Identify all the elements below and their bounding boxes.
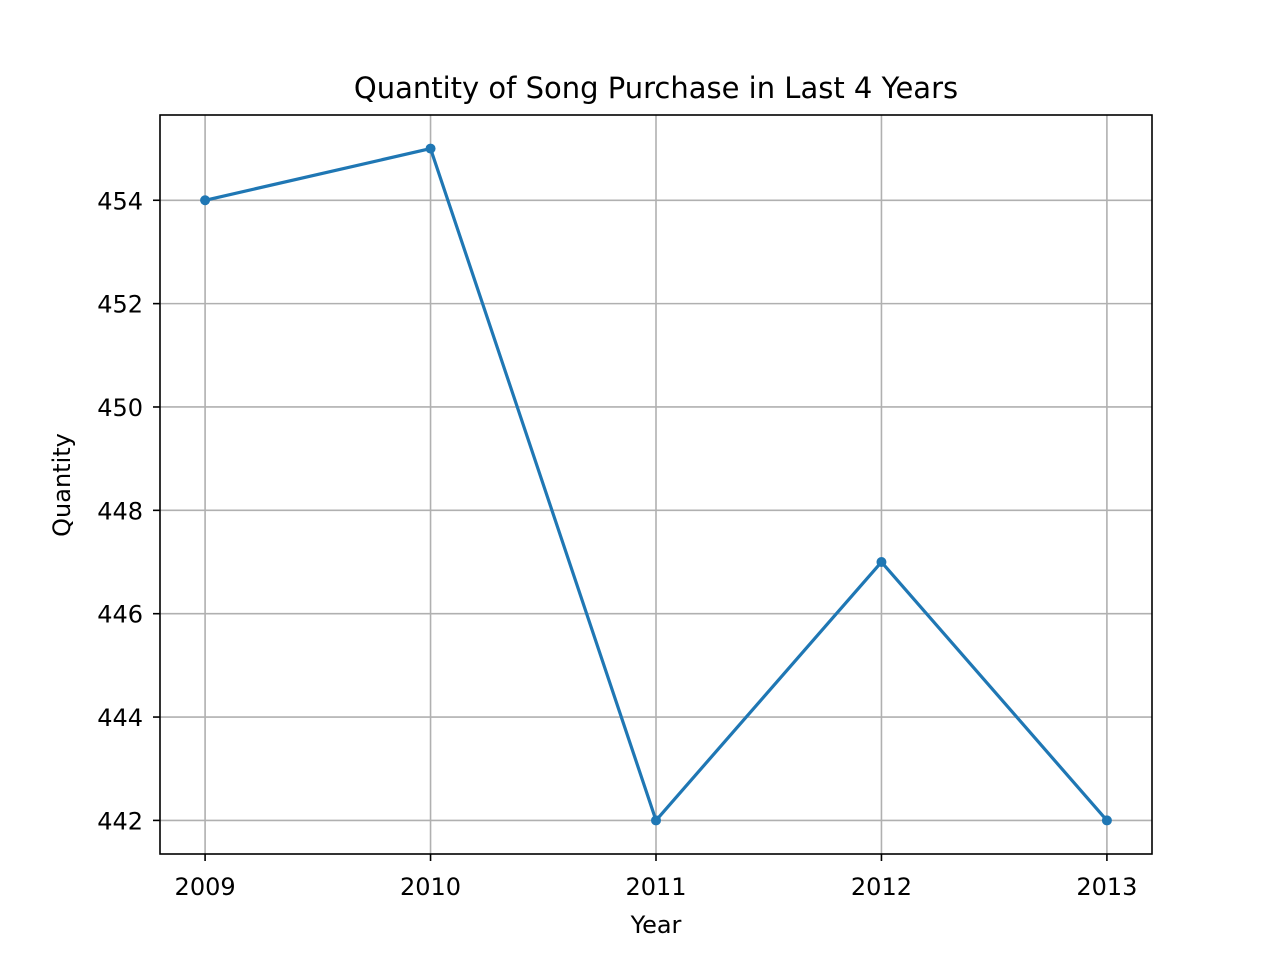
x-tick-label: 2010 [400, 873, 461, 901]
y-axis-label: Quantity [48, 433, 76, 537]
data-point [651, 815, 661, 826]
x-tick-label: 2012 [851, 873, 912, 901]
x-axis-label: Year [630, 911, 682, 939]
y-tick-label: 450 [97, 394, 143, 422]
data-point [1101, 815, 1112, 826]
chart-title: Quantity of Song Purchase in Last 4 Year… [354, 71, 958, 105]
y-tick-label: 448 [97, 497, 143, 525]
x-tick-label: 2009 [175, 873, 236, 901]
ticks: 2009 2010 2011 2012 2013 442 444 446 448 450 452 45… [97, 187, 1137, 901]
series-layer [200, 143, 1112, 826]
data-point [425, 143, 436, 154]
y-tick-label: 442 [97, 807, 143, 835]
y-tick-label: 454 [97, 187, 143, 215]
y-tick-label: 446 [97, 601, 143, 629]
x-tick-label: 2013 [1076, 873, 1137, 901]
y-tick-label: 444 [97, 704, 143, 732]
data-point [200, 195, 211, 206]
data-point [876, 557, 887, 568]
y-tick-label: 452 [97, 291, 143, 319]
x-tick-label: 2011 [625, 873, 686, 901]
